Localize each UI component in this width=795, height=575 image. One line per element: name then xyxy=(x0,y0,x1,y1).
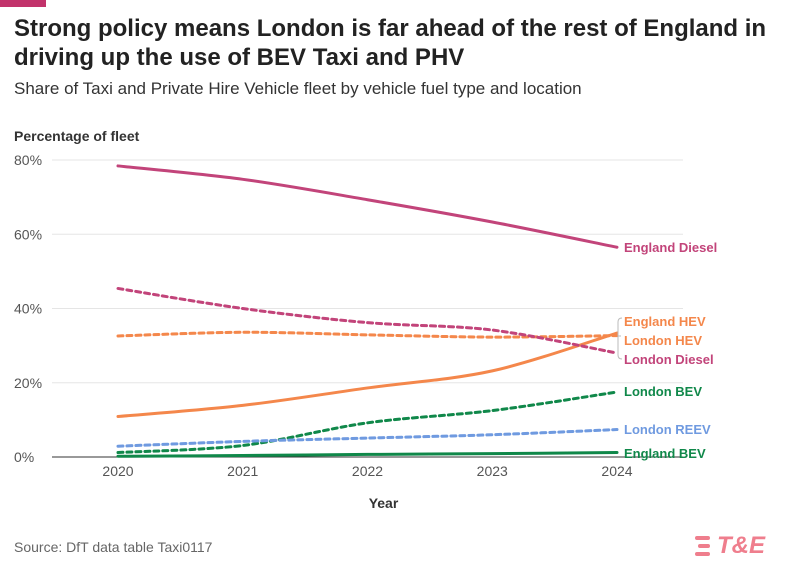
source-note: Source: DfT data table Taxi0117 xyxy=(14,539,213,555)
x-axis-title: Year xyxy=(369,495,399,511)
y-tick-label: 40% xyxy=(14,301,42,317)
y-tick-label: 80% xyxy=(14,152,42,168)
series-line-london-bev xyxy=(116,390,619,455)
y-tick-label: 20% xyxy=(14,375,42,391)
x-tick-label: 2024 xyxy=(601,463,632,479)
label-bracket xyxy=(617,317,623,360)
accent-bar xyxy=(0,0,46,7)
x-tick-label: 2020 xyxy=(102,463,133,479)
logo-stripes-icon xyxy=(695,536,710,556)
series-label-london-reev: London REEV xyxy=(624,422,711,437)
y-tick-label: 60% xyxy=(14,226,42,242)
series-line-england-diesel xyxy=(116,164,619,249)
x-tick-label: 2022 xyxy=(352,463,383,479)
series-line-england-bev xyxy=(116,451,619,458)
series-label-london-diesel: London Diesel xyxy=(624,352,714,367)
series-label-england-diesel: England Diesel xyxy=(624,240,717,255)
logo-text: T&E xyxy=(717,532,765,559)
te-logo: T&E xyxy=(693,531,765,561)
chart-subtitle: Share of Taxi and Private Hire Vehicle f… xyxy=(14,79,582,98)
y-axis-title: Percentage of fleet xyxy=(14,128,140,144)
series-label-london-hev: London HEV xyxy=(624,333,702,348)
series-line-london-hev xyxy=(116,330,619,339)
series-line-england-hev xyxy=(116,331,619,419)
series-label-england-hev: England HEV xyxy=(624,314,706,329)
series-line-london-reev xyxy=(116,428,619,448)
x-tick-label: 2023 xyxy=(477,463,508,479)
series-label-london-bev: London BEV xyxy=(624,384,702,399)
y-tick-label: 0% xyxy=(14,449,34,465)
chart-title: Strong policy means London is far ahead … xyxy=(14,15,767,71)
series-line-london-diesel xyxy=(116,286,619,355)
series-label-england-bev: England BEV xyxy=(624,446,706,461)
x-tick-label: 2021 xyxy=(227,463,258,479)
